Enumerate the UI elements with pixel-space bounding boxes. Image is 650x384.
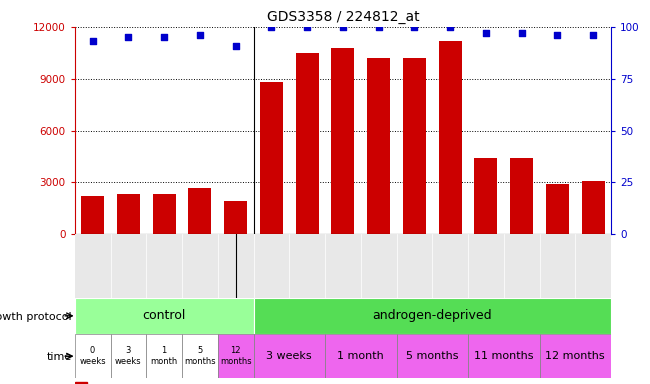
Point — [410, 24, 420, 30]
Bar — [260, 82, 283, 234]
Text: 5
months: 5 months — [184, 346, 216, 366]
Bar — [153, 194, 176, 234]
Bar — [296, 53, 318, 234]
Bar — [75, 382, 86, 384]
Text: 3
weeks: 3 weeks — [115, 346, 142, 366]
Bar — [474, 158, 497, 234]
Text: control: control — [142, 310, 186, 322]
Point — [195, 32, 205, 38]
Bar — [111, 334, 146, 378]
Point — [159, 34, 169, 40]
Bar — [75, 298, 254, 334]
Bar — [224, 202, 247, 234]
Text: 1 month: 1 month — [337, 351, 384, 361]
Bar — [332, 48, 354, 234]
Bar — [75, 334, 110, 378]
Bar — [146, 334, 182, 378]
Bar — [546, 184, 569, 234]
Bar — [254, 298, 611, 334]
Text: 5 months: 5 months — [406, 351, 458, 361]
Text: 3 weeks: 3 weeks — [266, 351, 312, 361]
Point — [124, 34, 134, 40]
Bar — [367, 58, 390, 234]
Point — [87, 38, 98, 45]
Text: 11 months: 11 months — [474, 351, 534, 361]
Text: growth protocol: growth protocol — [0, 312, 72, 322]
Bar — [182, 334, 218, 378]
Text: 12 months: 12 months — [545, 351, 605, 361]
Text: 0
weeks: 0 weeks — [79, 346, 106, 366]
Bar — [325, 334, 396, 378]
Bar — [218, 334, 254, 378]
Point — [302, 24, 312, 30]
Bar — [254, 334, 325, 378]
Bar — [81, 196, 104, 234]
Point — [230, 43, 240, 49]
Bar — [582, 181, 604, 234]
Bar — [439, 41, 462, 234]
Point — [445, 24, 455, 30]
Point — [266, 24, 277, 30]
Point — [338, 24, 348, 30]
Bar — [396, 334, 468, 378]
Title: GDS3358 / 224812_at: GDS3358 / 224812_at — [266, 10, 419, 25]
Text: 1
month: 1 month — [151, 346, 177, 366]
Point — [552, 32, 563, 38]
Point — [516, 30, 526, 36]
Text: androgen-deprived: androgen-deprived — [372, 310, 492, 322]
Text: 12
months: 12 months — [220, 346, 252, 366]
Point — [481, 30, 491, 36]
Point — [373, 24, 384, 30]
Point — [588, 32, 598, 38]
Bar — [540, 334, 611, 378]
Bar — [510, 158, 533, 234]
Bar — [188, 188, 211, 234]
Bar — [117, 194, 140, 234]
Text: time: time — [46, 352, 72, 362]
Bar — [468, 334, 540, 378]
Bar — [403, 58, 426, 234]
